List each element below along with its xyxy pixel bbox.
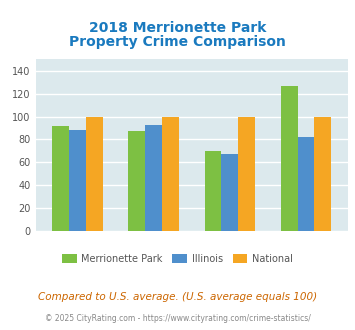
Bar xyxy=(297,137,315,231)
Bar xyxy=(129,131,145,231)
Text: Property Crime Comparison: Property Crime Comparison xyxy=(69,35,286,49)
Bar xyxy=(69,130,86,231)
Legend: Merrionette Park, Illinois, National: Merrionette Park, Illinois, National xyxy=(58,249,297,267)
Text: 2018 Merrionette Park: 2018 Merrionette Park xyxy=(89,21,266,35)
Text: Compared to U.S. average. (U.S. average equals 100): Compared to U.S. average. (U.S. average … xyxy=(38,292,317,302)
Bar xyxy=(204,151,222,231)
Bar xyxy=(86,116,103,231)
Bar xyxy=(222,154,238,231)
Bar xyxy=(52,126,69,231)
Bar xyxy=(281,86,297,231)
Bar xyxy=(145,125,162,231)
Bar xyxy=(238,116,255,231)
Bar xyxy=(315,116,331,231)
Text: © 2025 CityRating.com - https://www.cityrating.com/crime-statistics/: © 2025 CityRating.com - https://www.city… xyxy=(45,314,310,323)
Bar xyxy=(162,116,179,231)
